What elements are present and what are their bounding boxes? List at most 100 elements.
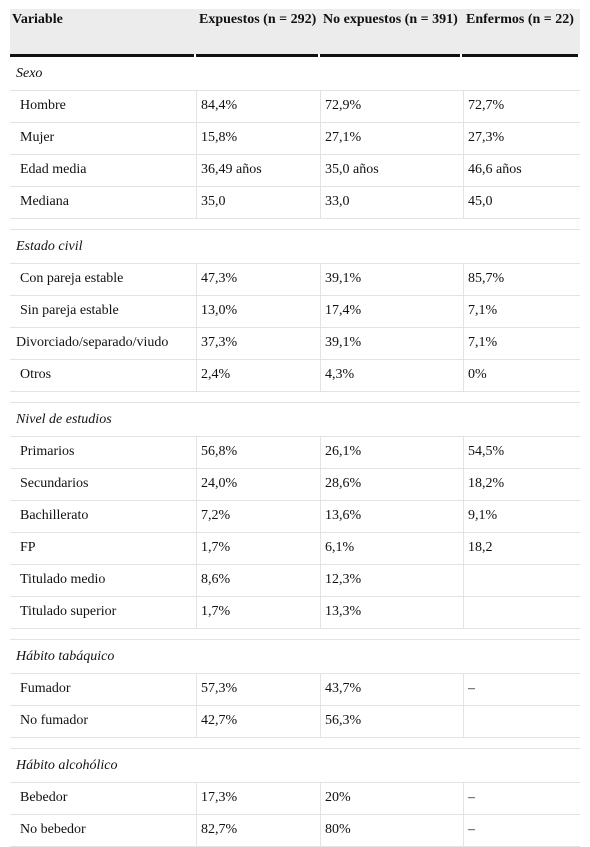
table-row: Divorciado/separado/viudo 37,3% 39,1% 7,1% bbox=[10, 328, 580, 360]
row-value: 13,3% bbox=[321, 597, 464, 628]
row-value: 8,6% bbox=[197, 565, 321, 596]
table-row: Bachillerato 7,2% 13,6% 9,1% bbox=[10, 501, 580, 533]
row-label: Bachillerato bbox=[10, 501, 197, 532]
data-table: Variable Expuestos (n = 292) No expuesto… bbox=[10, 9, 580, 847]
section-nivel-de-estudios: Nivel de estudios bbox=[10, 403, 580, 437]
row-value: 47,3% bbox=[197, 264, 321, 295]
row-value: 27,1% bbox=[321, 123, 464, 154]
header-rule bbox=[10, 54, 580, 57]
row-value: 12,3% bbox=[321, 565, 464, 596]
row-value: 7,1% bbox=[468, 303, 498, 318]
row-value: 13,6% bbox=[321, 501, 464, 532]
table-body: Sexo Hombre 84,4% 72,9% 72,7% Mujer 15,8% 27,1%… bbox=[10, 57, 580, 847]
row-value: 39,1% bbox=[321, 328, 464, 359]
section-spacer bbox=[10, 392, 580, 403]
row-value: 57,3% bbox=[197, 674, 321, 705]
row-value: 24,0% bbox=[197, 469, 321, 500]
row-label: Mujer bbox=[10, 123, 197, 154]
row-label: Divorciado/separado/viudo bbox=[10, 328, 197, 359]
row-value: – bbox=[468, 681, 475, 696]
table-row: Otros 2,4% 4,3% 0% bbox=[10, 360, 580, 392]
section-sexo: Sexo bbox=[10, 57, 580, 91]
row-value: 0% bbox=[468, 367, 487, 382]
row-label: Otros bbox=[10, 360, 197, 391]
table-row: Con pareja estable 47,3% 39,1% 85,7% bbox=[10, 264, 580, 296]
row-value: 80% bbox=[321, 815, 464, 846]
row-value: 72,9% bbox=[321, 91, 464, 122]
row-label: FP bbox=[10, 533, 197, 564]
row-value: 26,1% bbox=[321, 437, 464, 468]
row-value: 18,2 bbox=[468, 540, 493, 555]
row-label: Primarios bbox=[10, 437, 197, 468]
table-row: No bebedor 82,7% 80% – bbox=[10, 815, 580, 847]
row-value bbox=[464, 597, 580, 628]
section-title: Nivel de estudios bbox=[16, 412, 112, 427]
row-value: 42,7% bbox=[197, 706, 321, 737]
header-enfermos: Enfermos (n = 22) bbox=[466, 12, 574, 27]
row-value: 1,7% bbox=[197, 533, 321, 564]
row-value bbox=[464, 565, 580, 596]
row-label: Sin pareja estable bbox=[10, 296, 197, 327]
table-row: Edad media 36,49 años 35,0 años 46,6 años bbox=[10, 155, 580, 187]
row-value: 82,7% bbox=[197, 815, 321, 846]
table-row: Titulado superior 1,7% 13,3% bbox=[10, 597, 580, 629]
table-row: Bebedor 17,3% 20% – bbox=[10, 783, 580, 815]
row-value: 36,49 años bbox=[197, 155, 321, 186]
row-value: 17,3% bbox=[197, 783, 321, 814]
row-value: 1,7% bbox=[197, 597, 321, 628]
row-value: 6,1% bbox=[321, 533, 464, 564]
section-title: Sexo bbox=[16, 66, 43, 81]
row-value: 45,0 bbox=[468, 194, 493, 209]
row-value bbox=[464, 706, 580, 737]
row-value: 56,3% bbox=[321, 706, 464, 737]
row-value: 35,0 años bbox=[321, 155, 464, 186]
row-value: – bbox=[468, 790, 475, 805]
row-label: Titulado medio bbox=[10, 565, 197, 596]
row-label: Mediana bbox=[10, 187, 197, 218]
table-row: Mujer 15,8% 27,1% 27,3% bbox=[10, 123, 580, 155]
row-value: 27,3% bbox=[468, 130, 505, 145]
row-value: – bbox=[468, 822, 475, 837]
row-value: 2,4% bbox=[197, 360, 321, 391]
row-value: 54,5% bbox=[468, 444, 505, 459]
table-row: Sin pareja estable 13,0% 17,4% 7,1% bbox=[10, 296, 580, 328]
table-row: Primarios 56,8% 26,1% 54,5% bbox=[10, 437, 580, 469]
section-spacer bbox=[10, 629, 580, 640]
header-no-expuestos: No expuestos (n = 391) bbox=[323, 12, 458, 27]
table-row: Mediana 35,0 33,0 45,0 bbox=[10, 187, 580, 219]
row-value: 13,0% bbox=[197, 296, 321, 327]
section-title: Hábito tabáquico bbox=[16, 649, 115, 664]
row-value: 46,6 años bbox=[468, 162, 522, 177]
row-label: Secundarios bbox=[10, 469, 197, 500]
row-value: 39,1% bbox=[321, 264, 464, 295]
table-row: Secundarios 24,0% 28,6% 18,2% bbox=[10, 469, 580, 501]
row-value: 85,7% bbox=[468, 271, 505, 286]
row-value: 37,3% bbox=[197, 328, 321, 359]
section-habito-alcoholico: Hábito alcohólico bbox=[10, 749, 580, 783]
row-value: 9,1% bbox=[468, 508, 498, 523]
row-value: 28,6% bbox=[321, 469, 464, 500]
row-label: No bebedor bbox=[10, 815, 197, 846]
row-value: 7,2% bbox=[197, 501, 321, 532]
header-variable: Variable bbox=[12, 12, 63, 27]
section-estado-civil: Estado civil bbox=[10, 230, 580, 264]
table-header: Variable Expuestos (n = 292) No expuesto… bbox=[10, 9, 580, 54]
header-expuestos: Expuestos (n = 292) bbox=[199, 12, 317, 27]
row-label: Titulado superior bbox=[10, 597, 197, 628]
row-label: Edad media bbox=[10, 155, 197, 186]
table-row: Fumador 57,3% 43,7% – bbox=[10, 674, 580, 706]
row-value: 20% bbox=[321, 783, 464, 814]
row-value: 4,3% bbox=[321, 360, 464, 391]
section-habito-tabaquico: Hábito tabáquico bbox=[10, 640, 580, 674]
table-row: No fumador 42,7% 56,3% bbox=[10, 706, 580, 738]
table-row: Hombre 84,4% 72,9% 72,7% bbox=[10, 91, 580, 123]
row-value: 35,0 bbox=[197, 187, 321, 218]
row-value: 33,0 bbox=[321, 187, 464, 218]
section-title: Estado civil bbox=[16, 239, 83, 254]
section-spacer bbox=[10, 738, 580, 749]
row-value: 72,7% bbox=[468, 98, 505, 113]
row-value: 43,7% bbox=[321, 674, 464, 705]
row-value: 7,1% bbox=[468, 335, 498, 350]
section-title: Hábito alcohólico bbox=[16, 758, 118, 773]
row-value: 18,2% bbox=[468, 476, 505, 491]
